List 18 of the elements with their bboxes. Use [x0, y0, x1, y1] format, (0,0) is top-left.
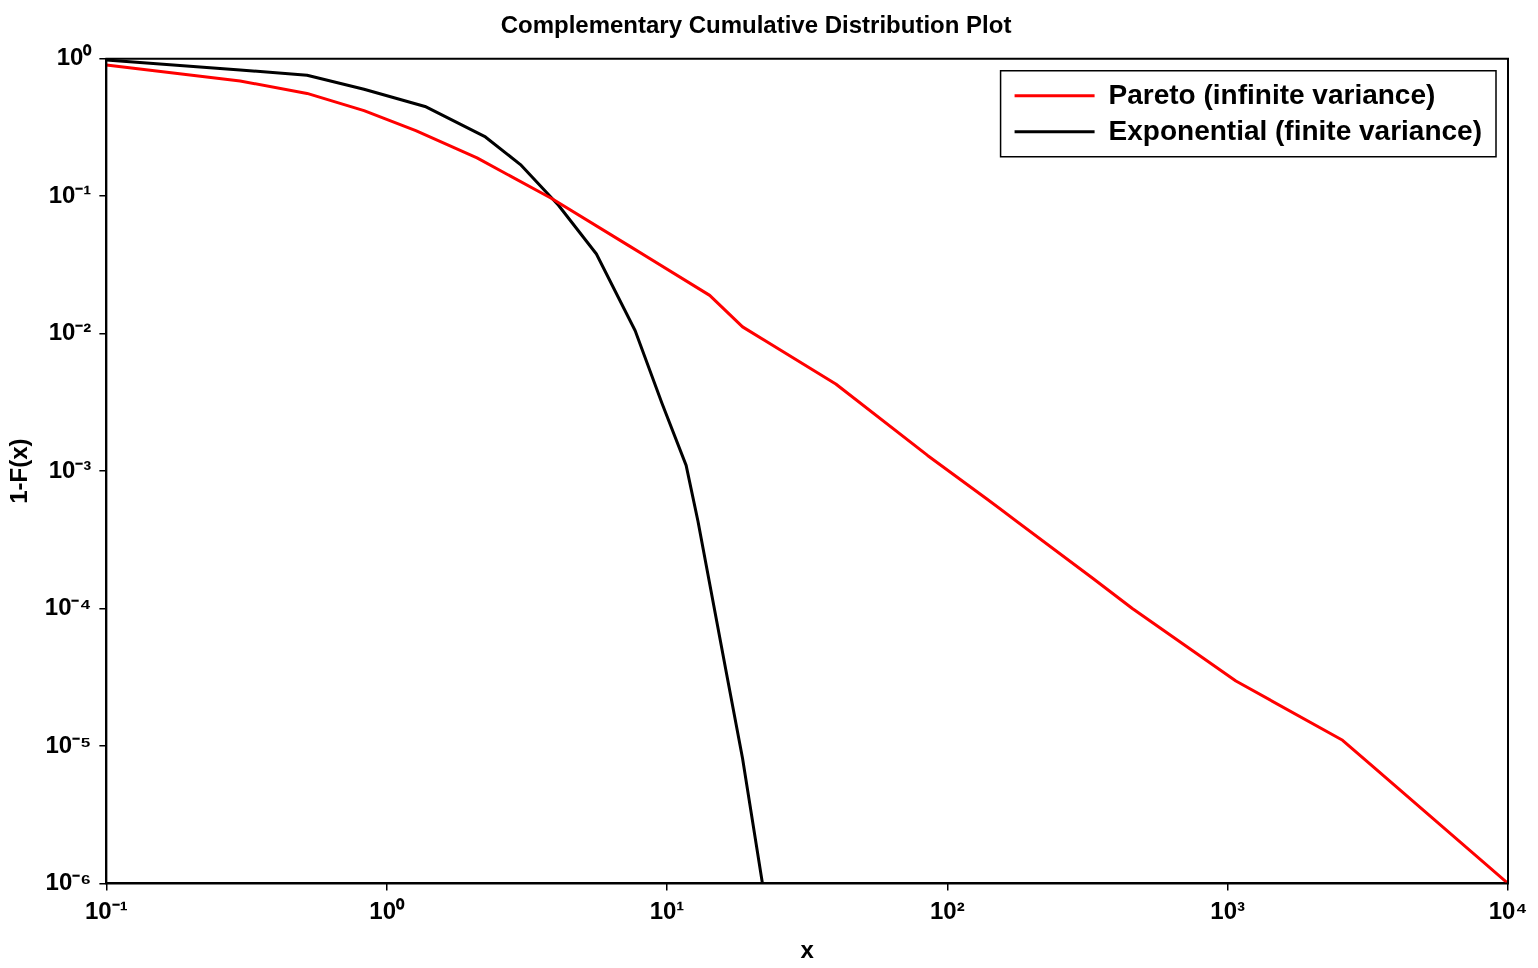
x-tick-label: 10¹	[649, 897, 685, 925]
x-tick-label: 10⁻¹	[85, 897, 128, 925]
y-tick-label: 10⁻⁶	[45, 868, 92, 896]
y-tick-label: 10⁻²	[48, 318, 92, 346]
y-tick-label: 10⁻¹	[48, 180, 92, 208]
y-tick-label: 10⁻³	[48, 455, 92, 483]
y-tick-label: 10⁰	[56, 43, 93, 71]
y-tick-label: 10⁻⁵	[45, 730, 92, 758]
x-tick-label: 10³	[1210, 897, 1246, 925]
y-tick-label: 10⁻⁴	[44, 593, 92, 621]
x-axis-title: x	[800, 936, 815, 964]
y-axis-title: 1-F(x)	[5, 438, 33, 504]
x-tick-label: 10⁰	[369, 897, 406, 925]
x-tick-label: 10⁴	[1488, 897, 1528, 925]
legend-label: Pareto (infinite variance)	[1108, 78, 1436, 110]
legend-label: Exponential (finite variance)	[1108, 114, 1482, 146]
x-tick-label: 10²	[930, 897, 965, 925]
chart-title: Complementary Cumulative Distribution Plot	[500, 11, 1012, 39]
